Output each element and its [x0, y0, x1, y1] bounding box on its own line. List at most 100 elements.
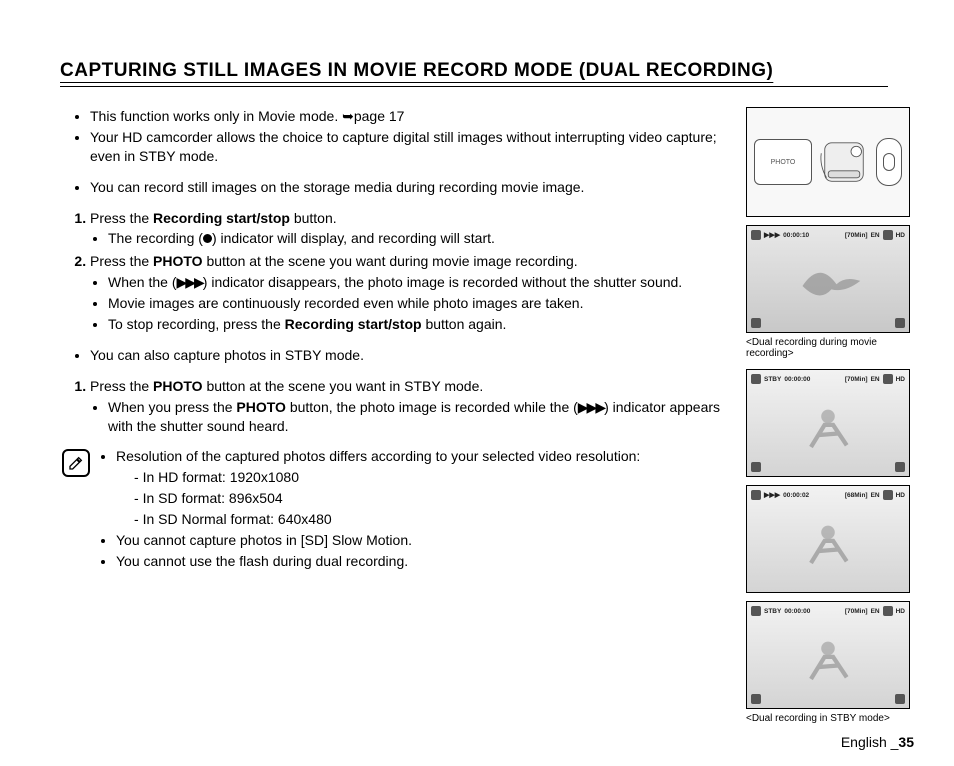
step-1: Press the Recording start/stop button. T…: [90, 209, 732, 249]
page-number: 35: [898, 734, 914, 750]
caption-stby: <Dual recording in STBY mode>: [746, 713, 914, 724]
triple-play-icon: ▶▶▶: [176, 274, 202, 290]
osd-top-bar: STBY 00:00:00 [70Min] EN HD: [751, 374, 905, 384]
hd-badge: HD: [896, 376, 905, 383]
mode-icon: [751, 374, 761, 384]
note-block: Resolution of the captured photos differ…: [60, 447, 732, 572]
screenshot-stby-2: ▶▶▶ 00:00:02 [68Min] EN HD: [746, 485, 910, 593]
rec-time: 00:00:00: [784, 376, 810, 383]
note-bullets: Resolution of the captured photos differ…: [100, 447, 640, 570]
mode-icon: [751, 490, 761, 500]
sub-item: To stop recording, press the Recording s…: [108, 315, 732, 334]
osd-top-bar: ▶▶▶ 00:00:02 [68Min] EN HD: [751, 490, 905, 500]
tri-icon: ▶▶▶: [764, 491, 780, 499]
triple-play-icon: ▶▶▶: [578, 399, 604, 415]
resolution-list: In HD format: 1920x1080 In SD format: 89…: [116, 468, 640, 529]
btn-name: PHOTO: [153, 378, 203, 394]
t: ) indicator will display, and recording …: [212, 230, 495, 246]
lead-text: You can also capture photos in STBY mode…: [90, 346, 732, 365]
t: Press the: [90, 253, 153, 269]
sub-item: When you press the PHOTO button, the pho…: [108, 398, 732, 436]
btn-name: Recording start/stop: [285, 316, 422, 332]
t: button.: [290, 210, 337, 226]
screenshot-stby-3: STBY 00:00:00 [70Min] EN HD: [746, 601, 910, 709]
t: ) indicator disappears, the photo image …: [203, 274, 682, 290]
step2-sub: When the (▶▶▶) indicator disappears, the…: [90, 273, 732, 334]
t: When the (: [108, 274, 176, 290]
note-text: Resolution of the captured photos differ…: [100, 447, 640, 572]
stby-label: STBY: [764, 608, 781, 615]
rec-time: 00:00:10: [783, 232, 809, 239]
t: Press the: [90, 378, 153, 394]
caption-recording: <Dual recording during movie recording>: [746, 337, 914, 359]
menu-icon: [895, 694, 905, 704]
text-column: This function works only in Movie mode. …: [60, 107, 732, 734]
en-badge: EN: [871, 608, 880, 615]
play-icon: [751, 462, 761, 472]
t: button at the scene you want in STBY mod…: [203, 378, 484, 394]
res-item: In SD format: 896x504: [134, 489, 640, 508]
osd-bottom-bar: [751, 318, 905, 328]
t: button at the scene you want during movi…: [203, 253, 578, 269]
text: This function works only in Movie mode.: [90, 108, 342, 124]
content-columns: This function works only in Movie mode. …: [60, 107, 914, 734]
hd-badge: HD: [896, 492, 905, 499]
camcorder-body-icon: [816, 127, 872, 197]
page-ref: ➥page 17: [342, 108, 404, 124]
remain-time: [70Min]: [845, 376, 868, 383]
record-dot-icon: [203, 234, 212, 243]
t: The recording (: [108, 230, 203, 246]
step1-sub: When you press the PHOTO button, the pho…: [90, 398, 732, 436]
res-item: In HD format: 1920x1080: [134, 468, 640, 487]
osd-right: [70Min] EN HD: [845, 606, 905, 616]
hd-badge: HD: [896, 608, 905, 615]
battery-icon: [883, 606, 893, 616]
skateboard-subject-icon: [783, 396, 873, 464]
tri-icon: ▶▶▶: [764, 231, 780, 239]
en-badge: EN: [871, 492, 880, 499]
skateboard-subject-icon: [783, 628, 873, 696]
flash-off-icon: [751, 318, 761, 328]
mode-icon: [751, 606, 761, 616]
note-item: Resolution of the captured photos differ…: [116, 447, 640, 529]
footer-lang: English _: [841, 734, 899, 750]
t: To stop recording, press the: [108, 316, 285, 332]
osd-left: STBY 00:00:00: [751, 606, 810, 616]
screenshot-recording: ▶▶▶ 00:00:10 [70Min] EN HD: [746, 225, 910, 333]
camcorder-diagram: PHOTO: [746, 107, 910, 217]
t: button again.: [422, 316, 507, 332]
pencil-note-icon: [68, 455, 84, 471]
sub-item: The recording ( ) indicator will display,…: [108, 229, 732, 248]
page-title: CAPTURING STILL IMAGES IN MOVIE RECORD M…: [60, 60, 888, 87]
note-item: You cannot use the flash during dual rec…: [116, 552, 640, 571]
menu-icon: [895, 318, 905, 328]
note-item: You cannot capture photos in [SD] Slow M…: [116, 531, 640, 550]
osd-right: [70Min] EN HD: [845, 374, 905, 384]
step-2: Press the PHOTO button at the scene you …: [90, 252, 732, 334]
figure-column: PHOTO ▶▶▶ 00:00:10 [70M: [746, 107, 914, 734]
rec-time: 00:00:02: [783, 492, 809, 499]
mode-icon: [751, 230, 761, 240]
t: When you press the: [108, 399, 236, 415]
osd-top-bar: ▶▶▶ 00:00:10 [70Min] EN HD: [751, 230, 905, 240]
menu-icon: [895, 462, 905, 472]
btn-name: PHOTO: [153, 253, 203, 269]
osd-right: [70Min] EN HD: [845, 230, 905, 240]
skateboard-subject-icon: [783, 512, 873, 580]
lcd-screen-icon: PHOTO: [754, 139, 812, 185]
t: Press the: [90, 210, 153, 226]
en-badge: EN: [871, 376, 880, 383]
remain-time: [68Min]: [845, 492, 868, 499]
intro-bullets: This function works only in Movie mode. …: [60, 107, 732, 166]
t: Resolution of the captured photos differ…: [116, 448, 640, 464]
sub-item: Movie images are continuously recorded e…: [108, 294, 732, 313]
btn-name: Recording start/stop: [153, 210, 290, 226]
en-badge: EN: [871, 232, 880, 239]
osd-bottom-bar: [751, 462, 905, 472]
record-button-icon: [876, 138, 902, 186]
intro-item: This function works only in Movie mode. …: [90, 107, 732, 126]
osd-left: ▶▶▶ 00:00:10: [751, 230, 809, 240]
step-1: Press the PHOTO button at the scene you …: [90, 377, 732, 436]
section1-steps: Press the Recording start/stop button. T…: [60, 209, 732, 334]
bird-subject-icon: [783, 252, 873, 320]
